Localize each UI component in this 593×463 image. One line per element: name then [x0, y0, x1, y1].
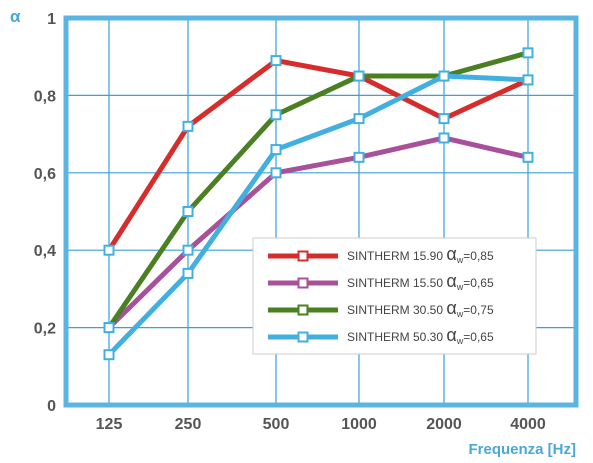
legend-alpha-symbol: α [446, 271, 456, 291]
y-tick-label: 0,8 [34, 88, 56, 105]
x-tick-label: 500 [263, 416, 290, 433]
data-point [182, 244, 194, 256]
legend-entry: SINTHERM 50.30 αw=0,65 [347, 325, 494, 346]
data-point [438, 113, 450, 125]
data-point [182, 120, 194, 132]
y-tick-label: 0,4 [34, 243, 56, 260]
y-tick-label: 0 [47, 398, 56, 415]
y-tick-label: 0,2 [34, 321, 56, 338]
data-point [353, 113, 365, 125]
data-point [438, 70, 450, 82]
data-point [182, 206, 194, 217]
legend-alpha-symbol: α [446, 244, 456, 264]
data-point [438, 132, 450, 144]
data-point [270, 55, 282, 67]
x-tick-labels: 125 250 500 1000 2000 4000 [96, 416, 546, 433]
data-point [182, 267, 194, 279]
legend-series-name: SINTHERM 50.30 [347, 330, 446, 344]
markers-group [103, 47, 534, 361]
legend-series-name: SINTHERM 30.50 [347, 303, 446, 317]
legend-entry: SINTHERM 15.90 αw=0,85 [347, 244, 494, 265]
data-point [270, 109, 282, 121]
x-tick-label: 1000 [341, 416, 377, 433]
series-group [106, 50, 530, 357]
legend-series-name: SINTHERM 15.50 [347, 276, 446, 290]
y-tick-label: 0,6 [34, 166, 56, 183]
y-tick-labels: 0 0,2 0,4 0,6 0,8 1 [34, 11, 56, 415]
legend-alpha-subscript: w [456, 336, 464, 346]
legend-alpha-value: =0,85 [463, 249, 494, 263]
legend-alpha-value: =0,65 [463, 276, 494, 290]
plot-frame [63, 15, 579, 408]
legend-alpha-symbol: α [446, 325, 456, 345]
legend-series-name: SINTHERM 15.90 [347, 249, 446, 263]
series-line [107, 135, 529, 330]
x-tick-label: 2000 [426, 416, 462, 433]
legend-swatch-marker [297, 304, 309, 316]
legend-alpha-value: =0,65 [463, 330, 494, 344]
y-tick-label: 1 [47, 11, 56, 28]
legend-swatch-marker [297, 331, 309, 343]
data-point [103, 244, 115, 256]
legend-swatch-marker [297, 277, 309, 289]
data-point [353, 70, 365, 82]
x-tick-label: 125 [96, 416, 123, 433]
legend-entry: SINTHERM 30.50 αw=0,75 [347, 298, 494, 319]
legend-alpha-value: =0,75 [463, 303, 494, 317]
data-point [270, 144, 282, 156]
legend-alpha-subscript: w [456, 309, 464, 319]
x-tick-label: 250 [175, 416, 202, 433]
data-point [353, 151, 365, 163]
data-point [522, 74, 534, 86]
y-axis-label: α [10, 7, 21, 26]
series-line [106, 50, 529, 330]
series-line [106, 57, 530, 252]
legend-alpha-subscript: w [456, 255, 464, 265]
legend-alpha-symbol: α [446, 298, 456, 318]
data-point [522, 151, 534, 163]
data-point [103, 322, 115, 334]
series-line [107, 73, 529, 357]
data-point [522, 47, 534, 59]
legend-alpha-subscript: w [456, 282, 464, 292]
data-point [103, 349, 115, 361]
data-point [270, 167, 282, 179]
legend-entry: SINTHERM 15.50 αw=0,65 [347, 271, 494, 292]
x-axis-label: Frequenza [Hz] [468, 441, 576, 458]
legend-swatch-marker [297, 250, 309, 262]
x-tick-label: 4000 [510, 416, 546, 433]
